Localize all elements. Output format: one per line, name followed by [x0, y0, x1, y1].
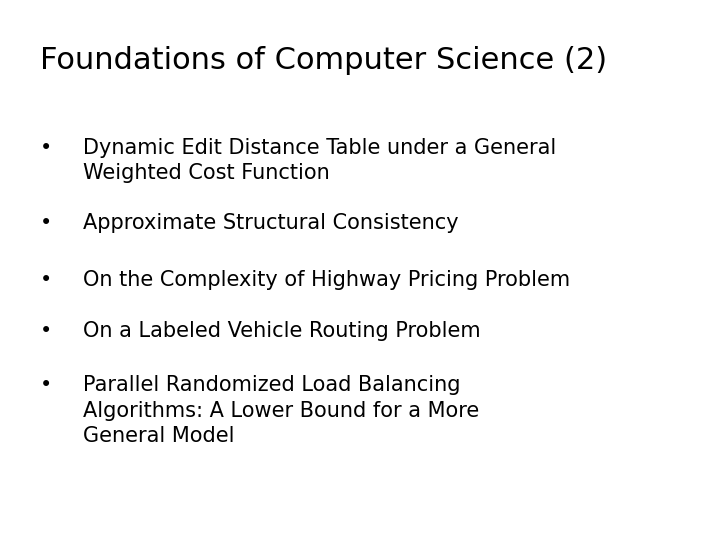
Text: Parallel Randomized Load Balancing
Algorithms: A Lower Bound for a More
General : Parallel Randomized Load Balancing Algor… [83, 375, 479, 447]
Text: •: • [40, 138, 52, 158]
Text: Foundations of Computer Science (2): Foundations of Computer Science (2) [40, 46, 607, 75]
Text: •: • [40, 270, 52, 290]
Text: •: • [40, 375, 52, 395]
Text: On the Complexity of Highway Pricing Problem: On the Complexity of Highway Pricing Pro… [83, 270, 570, 290]
Text: •: • [40, 213, 52, 233]
Text: Approximate Structural Consistency: Approximate Structural Consistency [83, 213, 459, 233]
Text: •: • [40, 321, 52, 341]
Text: Dynamic Edit Distance Table under a General
Weighted Cost Function: Dynamic Edit Distance Table under a Gene… [83, 138, 556, 183]
Text: On a Labeled Vehicle Routing Problem: On a Labeled Vehicle Routing Problem [83, 321, 480, 341]
